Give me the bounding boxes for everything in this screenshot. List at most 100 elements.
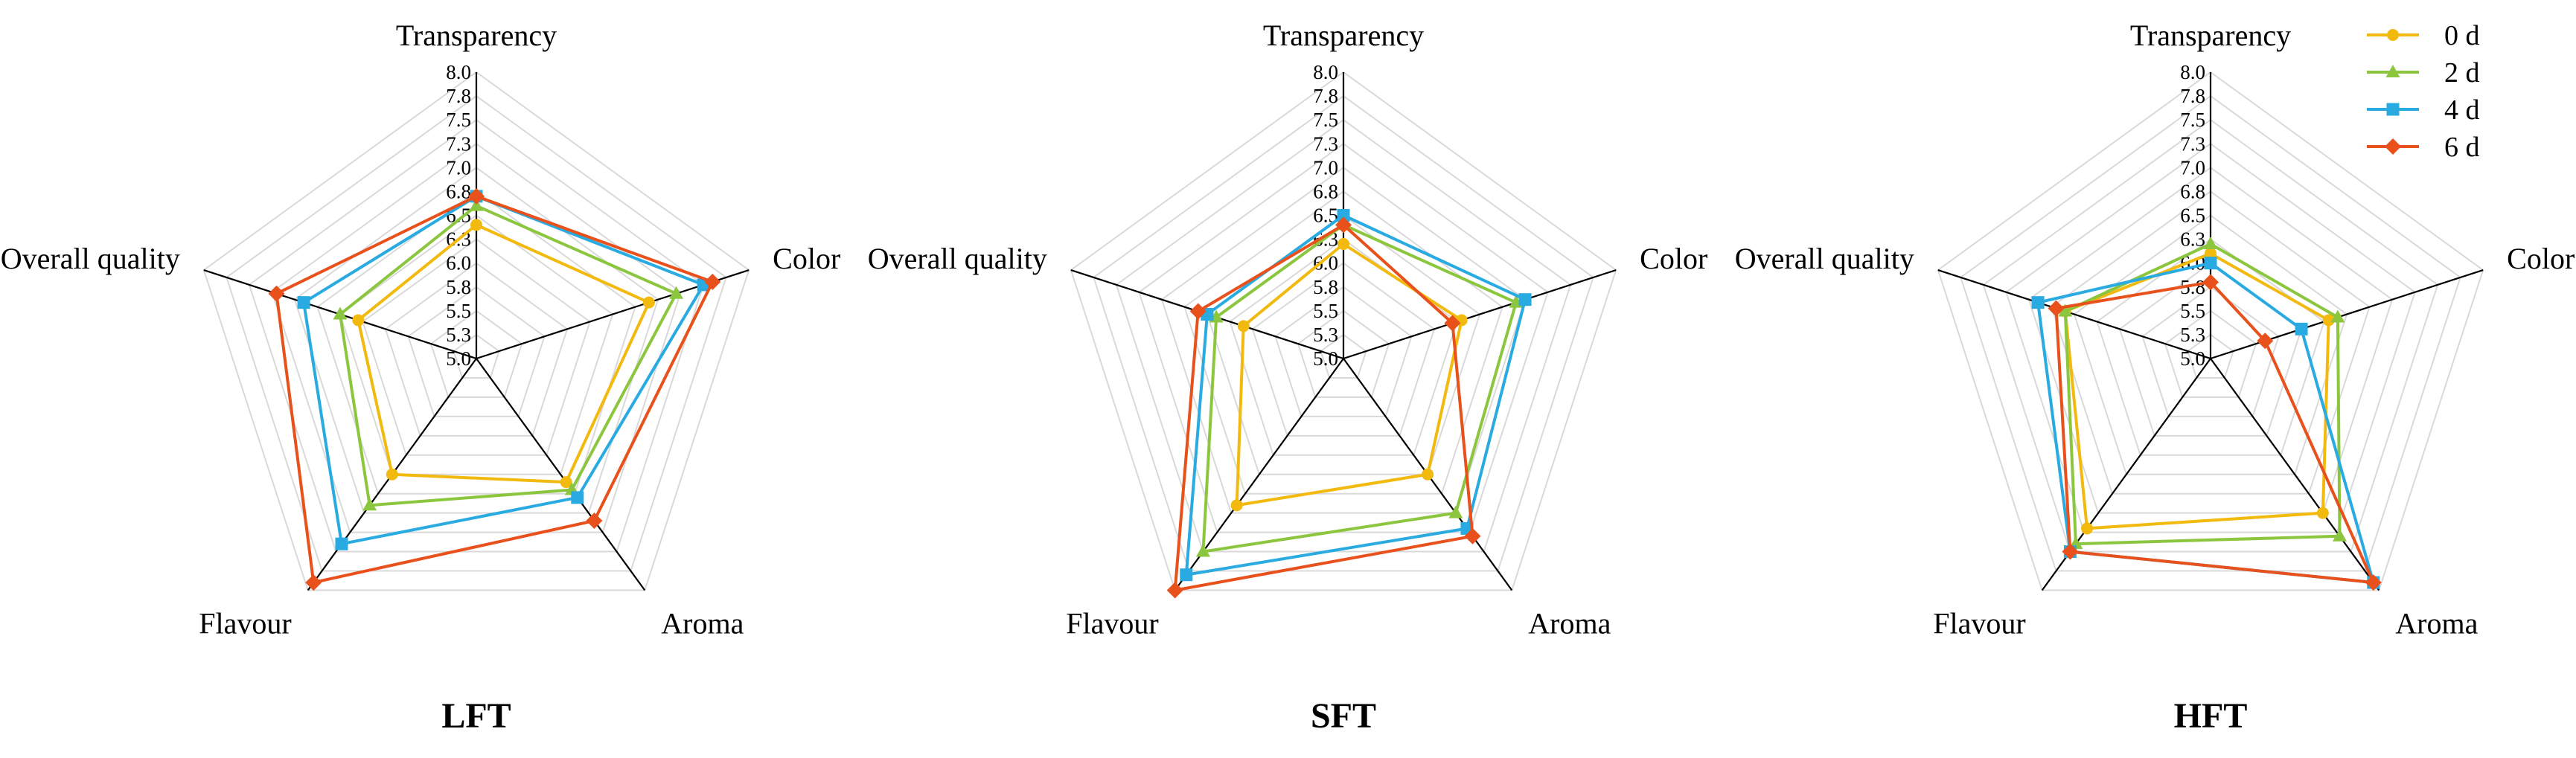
grid-ring — [1320, 333, 1367, 379]
legend-item-4-d: 4 d — [2367, 94, 2480, 126]
legend-marker-6-d — [2385, 138, 2401, 155]
data-point-4-d-color — [1518, 293, 1532, 306]
radar-chart-hft: 5.05.35.55.86.06.36.56.87.07.37.57.88.0T… — [1735, 19, 2575, 736]
data-point-0-d-flavour — [1230, 499, 1243, 512]
legend-label: 4 d — [2444, 94, 2480, 126]
radar-grid — [1070, 71, 1617, 591]
axis-spoke-aroma — [2210, 358, 2380, 591]
series-0-d — [1230, 238, 1468, 512]
data-point-6-d-aroma — [1464, 527, 1481, 545]
data-point-6-d-flavour — [1166, 582, 1183, 599]
grid-ring — [1297, 309, 1390, 398]
axis-label-overall-quality: Overall quality — [1, 242, 180, 275]
data-point-6-d-overall-quality — [268, 285, 285, 302]
data-point-2-d-aroma — [2332, 528, 2347, 542]
series-line-0-d — [1235, 243, 1463, 507]
tick-label: 6.0 — [446, 252, 471, 274]
legend-label: 0 d — [2444, 20, 2480, 51]
tick-label: 5.0 — [446, 347, 471, 370]
tick-label: 6.5 — [2180, 205, 2205, 227]
tick-label: 7.0 — [2180, 156, 2205, 179]
data-point-2-d-overall-quality — [333, 306, 348, 320]
tick-label: 5.8 — [1313, 276, 1338, 298]
tick-label: 7.3 — [1313, 132, 1338, 155]
grid-ring — [1093, 94, 1594, 572]
axis-label-transparency: Transparency — [2130, 19, 2291, 52]
legend-label: 2 d — [2444, 57, 2480, 89]
grid-ring — [293, 167, 659, 514]
data-point-6-d-overall-quality — [1189, 303, 1206, 320]
series-6-d — [268, 187, 721, 591]
tick-label: 6.3 — [2180, 228, 2205, 251]
axis-label-flavour: Flavour — [1066, 606, 1158, 640]
tick-label: 7.0 — [446, 156, 471, 179]
data-point-6-d-color — [1444, 315, 1461, 332]
tick-label: 5.3 — [446, 324, 471, 346]
grid-ring — [316, 190, 636, 495]
grid-ring — [1229, 238, 1458, 456]
series-line-6-d — [275, 194, 715, 585]
tick-label: 7.3 — [2180, 132, 2205, 155]
axis-label-aroma: Aroma — [2395, 606, 2478, 640]
axis-labels: Transparency Color Aroma Flavour Overall qua… — [1735, 19, 2575, 640]
data-point-0-d-aroma — [560, 476, 572, 489]
axis-label-overall-quality: Overall quality — [868, 242, 1047, 275]
data-point-6-d-color — [2257, 333, 2274, 350]
grid-ring — [271, 143, 682, 533]
data-point-0-d-transparency — [2205, 247, 2217, 260]
data-point-0-d-transparency — [1337, 238, 1349, 250]
radar-chart-lft: 5.05.35.55.86.06.36.56.87.07.37.57.88.0T… — [1, 19, 840, 736]
chart-title-lft: LFT — [441, 696, 511, 736]
series-line-4-d — [302, 194, 706, 546]
data-point-4-d-overall-quality — [2031, 296, 2045, 309]
series-line-2-d — [2063, 243, 2342, 546]
data-point-2-d-overall-quality — [2058, 303, 2073, 317]
series-line-2-d — [338, 204, 678, 507]
grid-ring — [1937, 71, 2484, 591]
radial-tick-labels: 5.05.35.55.86.06.36.56.87.07.37.57.88.0 — [1313, 61, 1338, 370]
grid-ring — [362, 238, 591, 456]
grid-ring — [1183, 190, 1503, 495]
tick-label: 5.5 — [446, 300, 471, 322]
legend-marker-0-d — [2387, 29, 2399, 41]
axis-spoke-overall-quality — [1937, 269, 2211, 360]
legend-label: 6 d — [2444, 132, 2480, 163]
radar-grid — [202, 71, 750, 591]
tick-label: 6.8 — [1313, 180, 1338, 202]
data-point-6-d-aroma — [2365, 574, 2382, 591]
data-point-6-d-transparency — [2202, 274, 2219, 291]
axis-label-aroma: Aroma — [661, 606, 744, 640]
tick-label: 5.8 — [446, 276, 471, 298]
data-point-0-d-flavour — [2081, 522, 2094, 535]
series-0-d — [352, 219, 655, 489]
tick-label: 7.0 — [1313, 156, 1338, 179]
data-point-4-d-flavour — [1180, 568, 1193, 582]
chart-title-sft: SFT — [1311, 696, 1376, 736]
tick-label: 7.5 — [2180, 109, 2205, 131]
series-line-4-d — [1184, 213, 1527, 576]
grid-ring — [429, 309, 523, 398]
axis-label-flavour: Flavour — [199, 606, 291, 640]
grid-ring — [1251, 262, 1436, 437]
tick-label: 8.0 — [1313, 61, 1338, 83]
axis-label-color: Color — [773, 242, 840, 275]
data-point-0-d-color — [2322, 314, 2335, 327]
axis-labels: Transparency Color Aroma Flavour Overall qua… — [1, 19, 840, 640]
radial-tick-labels: 5.05.35.55.86.06.36.56.87.07.37.57.88.0 — [446, 61, 471, 370]
tick-label: 5.5 — [1313, 300, 1338, 322]
axis-label-aroma: Aroma — [1528, 606, 1611, 640]
data-point-4-d-transparency — [1337, 209, 1350, 222]
grid-ring — [1138, 143, 1549, 533]
data-point-0-d-aroma — [1422, 468, 1434, 481]
tick-label: 6.0 — [1313, 252, 1338, 274]
legend-item-0-d: 0 d — [2367, 20, 2480, 51]
tick-label: 5.0 — [1313, 347, 1338, 370]
data-point-2-d-flavour — [1195, 544, 1210, 557]
tick-label: 6.8 — [2180, 180, 2205, 202]
grid-ring — [1115, 118, 1572, 553]
axis-label-color: Color — [1640, 242, 1707, 275]
data-point-0-d-overall-quality — [352, 314, 365, 327]
axis-label-flavour: Flavour — [1933, 606, 2025, 640]
series-line-6-d — [1173, 223, 1474, 592]
data-point-6-d-flavour — [305, 574, 322, 591]
